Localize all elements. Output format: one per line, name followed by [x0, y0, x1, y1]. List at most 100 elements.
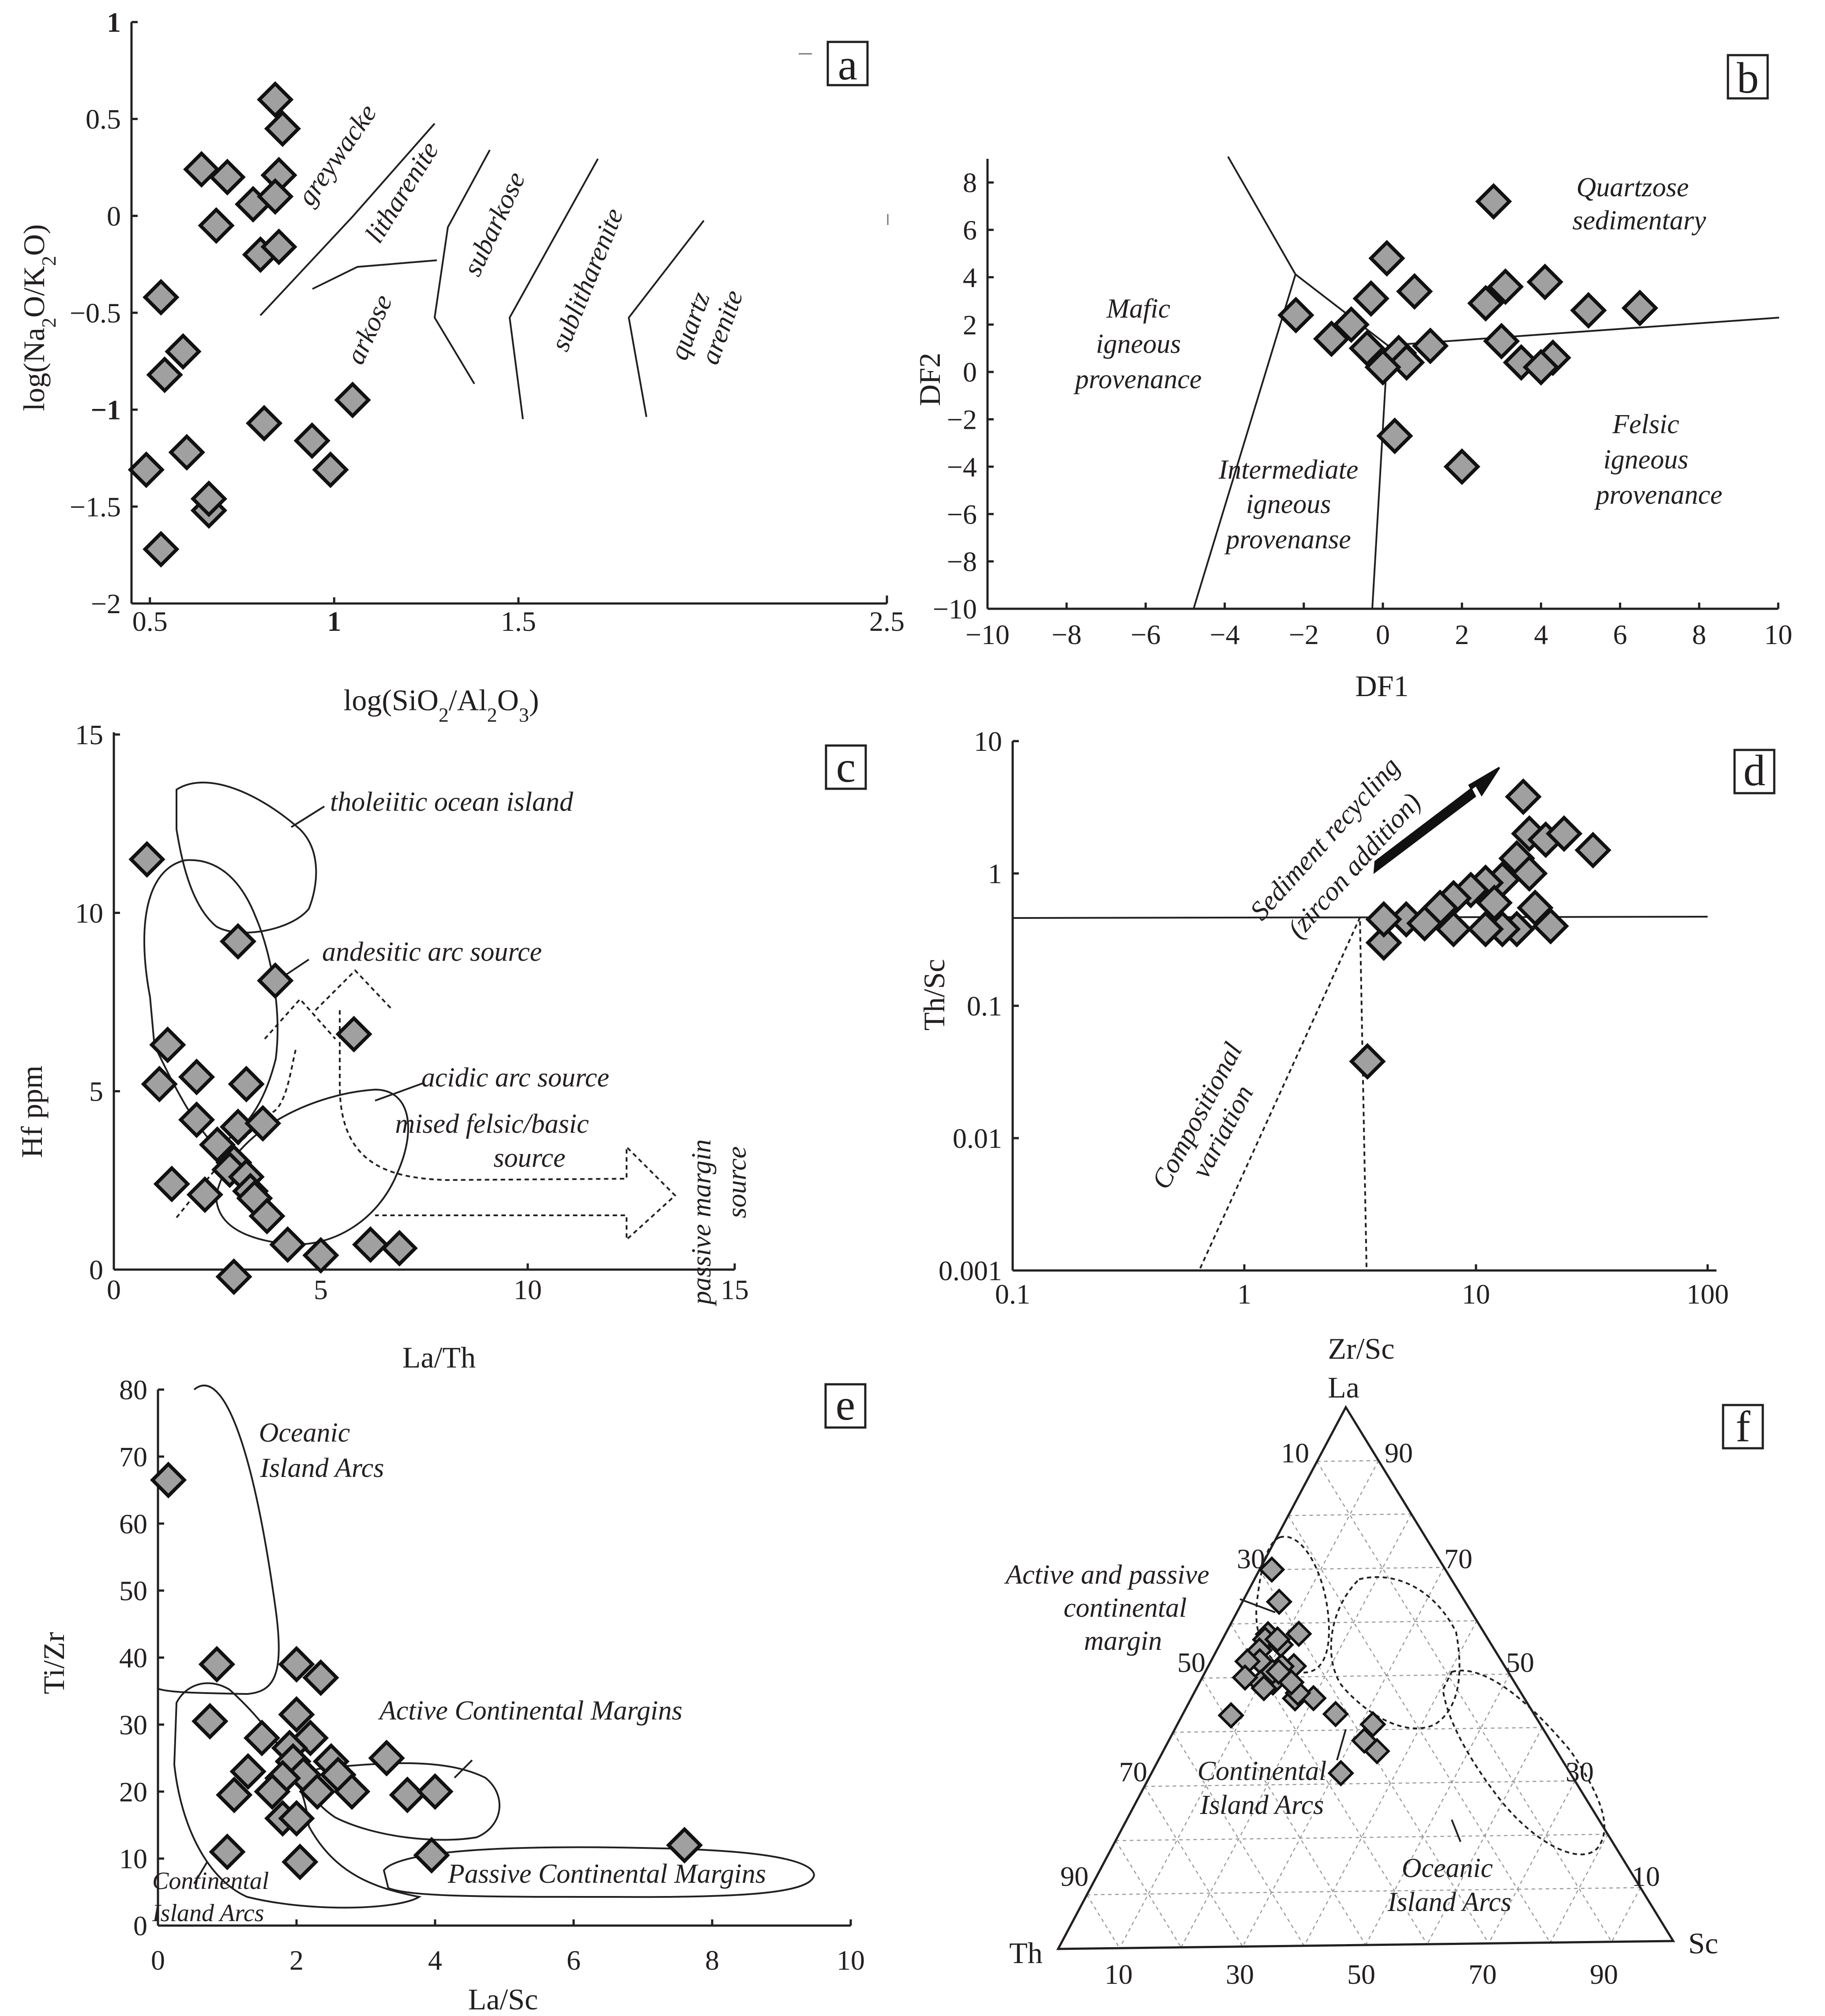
e-leader-continental [193, 1861, 208, 1885]
b-field-felsic-3: provenance [1594, 480, 1723, 510]
a-boundary-sublitharenite [508, 158, 599, 420]
c-ytick-label: 15 [75, 719, 103, 750]
d-x-label: Zr/Sc [1328, 1332, 1394, 1365]
c-data-point [141, 1065, 178, 1103]
b-data-point [1570, 292, 1607, 329]
b-ytick-label: 2 [963, 309, 977, 341]
a-panel-label: a [838, 40, 857, 89]
e-ytick-label: 70 [119, 1441, 147, 1473]
c-xtick-label: 5 [314, 1274, 328, 1305]
c-field-andesitic: andesitic arc source [322, 937, 542, 967]
f-bottom-tick-70: 70 [1468, 1959, 1497, 1990]
a-data-point [209, 158, 246, 196]
f-vertex-la: La [1328, 1371, 1359, 1404]
b-ytick-label: 8 [963, 167, 977, 199]
f-triangle [1056, 1405, 1675, 1950]
d-ytick-label: 1 [988, 858, 1002, 889]
f-data-point [1232, 1664, 1258, 1691]
a-ytick-label: 1 [107, 7, 121, 38]
f-right-tick-30: 30 [1566, 1756, 1594, 1787]
f-grid-line [1427, 1727, 1543, 1945]
e-data-point [333, 1773, 371, 1810]
b-field-felsic-2: igneous [1603, 445, 1689, 475]
f-vertex-sc: Sc [1688, 1926, 1718, 1960]
c-panel-label: c [836, 742, 856, 791]
d-data-point [1545, 815, 1583, 852]
b-boundary-right [1371, 345, 1389, 609]
e-field-passive: Passive Continental Margins [447, 1859, 766, 1889]
b-field-quartzose-1: Quartzose [1577, 172, 1689, 202]
c-field-tholeiitic: tholeiitic ocean island [330, 787, 574, 817]
c-data-point [186, 1176, 224, 1213]
a-field-litharenite: litharenite [359, 136, 444, 248]
a-panel-box [826, 41, 869, 86]
b-field-mafic-1: Mafic [1106, 294, 1171, 324]
a-boundary-greywacke [259, 123, 436, 316]
b-data-point [1522, 348, 1560, 386]
e-field-oceanic-2: Island Arcs [260, 1453, 384, 1483]
f-grid-line [1115, 1833, 1608, 1841]
c-arrow-passive [339, 1010, 676, 1242]
f-data-point [1264, 1626, 1291, 1653]
c-ytick-label: 0 [89, 1254, 103, 1285]
c-data-point [381, 1229, 418, 1267]
d-ytick-label: 0.01 [953, 1123, 1002, 1154]
c-field-passive-1: passive margin [687, 1139, 717, 1307]
a-boundary-subarkose [433, 150, 491, 385]
f-left-tick-70: 70 [1119, 1756, 1147, 1787]
f-field-oceanic-2: Island Arcs [1387, 1887, 1512, 1917]
a-data-point [293, 422, 330, 459]
c-data-point [352, 1226, 389, 1263]
f-data-point [1285, 1620, 1312, 1647]
f-field-continental-2: Island Arcs [1200, 1790, 1324, 1820]
b-data-point [1364, 348, 1401, 386]
e-field-active: Active Continental Margins [378, 1696, 682, 1726]
f-data-point [1265, 1588, 1293, 1615]
a-xtick-label: 1 [327, 606, 341, 637]
d-data-point [1505, 778, 1542, 815]
e-ytick-label: 50 [119, 1575, 147, 1607]
f-grid-line [1488, 1780, 1576, 1944]
a-data-point [257, 81, 294, 118]
f-data-point [1327, 1760, 1355, 1787]
c-field-mixed-2: source [494, 1143, 566, 1173]
f-right-tick-50: 50 [1506, 1647, 1534, 1678]
e-data-point [389, 1776, 426, 1814]
a-data-point [146, 356, 183, 393]
e-xtick-label: 0 [151, 1945, 165, 1976]
d-data-point [1452, 871, 1489, 909]
c-data-point [302, 1237, 339, 1274]
b-data-point [1443, 448, 1480, 485]
a-data-point [165, 333, 202, 370]
e-panel-label: e [836, 1380, 855, 1429]
f-grid-line [1288, 1513, 1412, 1516]
d-data-point [1349, 1043, 1386, 1080]
b-panel-label: b [1737, 53, 1759, 102]
d-y-label: Th/Sc [917, 959, 951, 1030]
b-xtick-label: 4 [1534, 619, 1548, 650]
a-xtick-label: 0.5 [132, 606, 168, 637]
a-xtick-label: 1.5 [501, 606, 536, 637]
e-xtick-label: 10 [837, 1945, 865, 1976]
f-field-oceanic-1: Oceanic [1402, 1853, 1493, 1883]
d-data-point [1467, 911, 1504, 948]
e-data-point [368, 1739, 405, 1776]
d-xtick-label: 10 [1462, 1278, 1490, 1310]
f-bottom-tick-30: 30 [1226, 1959, 1254, 1990]
e-data-point [413, 1836, 450, 1874]
panel-b: Mafic igneous provenance Intermediate ig… [913, 53, 1792, 703]
d-data-point [1365, 924, 1402, 961]
c-arrow-up-right [315, 969, 394, 1011]
b-xtick-label: 6 [1613, 619, 1627, 650]
b-ytick-label: −10 [933, 593, 977, 625]
f-data-point [1322, 1701, 1349, 1727]
e-data-point [198, 1646, 236, 1683]
panel-a: greywacke litharenite subarkose arkose s… [17, 7, 905, 726]
d-ytick-label: 0.1 [967, 990, 1002, 1022]
b-panel-box [1727, 54, 1769, 100]
f-data-point [1250, 1675, 1277, 1701]
f-grid-line [1550, 1834, 1608, 1943]
a-xtick-label: 2.5 [869, 606, 905, 637]
c-field-tholeiitic-outline [176, 781, 317, 934]
b-field-intermediate-3: provenanse [1224, 525, 1351, 555]
